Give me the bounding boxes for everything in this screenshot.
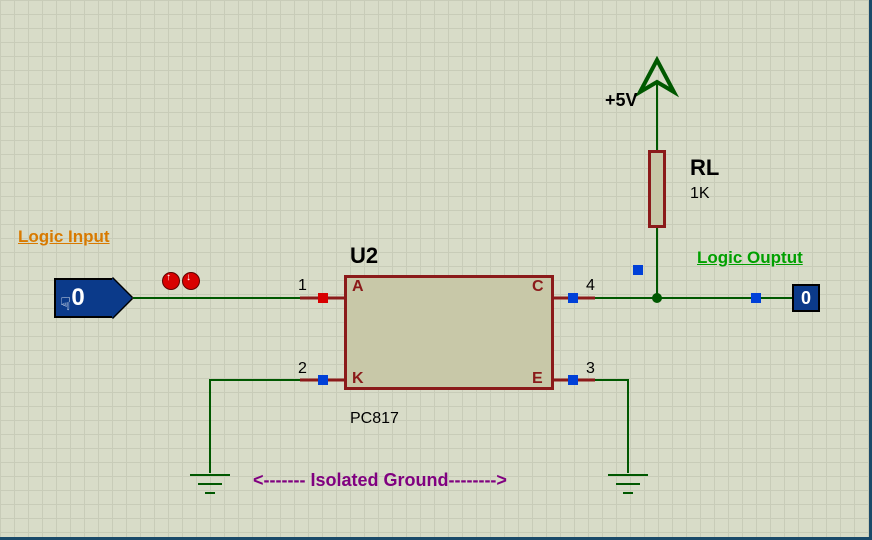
junction-node bbox=[652, 293, 662, 303]
pin-num-1: 1 bbox=[298, 277, 307, 295]
logic-source-value: 0 bbox=[71, 284, 84, 312]
logic-probe[interactable]: 0 bbox=[792, 284, 820, 312]
logic-source[interactable]: ☟ 0 bbox=[54, 278, 114, 318]
pin-state-marker bbox=[318, 293, 328, 303]
pin-num-2: 2 bbox=[298, 360, 307, 378]
schematic-canvas bbox=[0, 0, 872, 540]
pin-name-e: E bbox=[532, 370, 543, 388]
pin-state-marker bbox=[568, 375, 578, 385]
logic-input-label: Logic Input bbox=[18, 227, 110, 247]
pin-num-4: 4 bbox=[586, 277, 595, 295]
cursor-icon: ☟ bbox=[60, 294, 71, 315]
pin-name-a: A bbox=[352, 278, 364, 296]
refdes-label: U2 bbox=[350, 243, 378, 269]
logic-toggle-down[interactable]: ↓ bbox=[182, 272, 200, 290]
pin-state-marker bbox=[633, 265, 643, 275]
pin-state-marker bbox=[751, 293, 761, 303]
pin-state-marker bbox=[568, 293, 578, 303]
isolated-ground-label: <------- Isolated Ground--------> bbox=[253, 470, 507, 491]
resistor-name: RL bbox=[690, 155, 719, 181]
logic-output-label: Logic Ouptut bbox=[697, 248, 803, 268]
pin-name-c: C bbox=[532, 278, 544, 296]
vcc-label: +5V bbox=[605, 90, 638, 111]
pin-state-marker bbox=[318, 375, 328, 385]
opto-body[interactable] bbox=[344, 275, 554, 390]
resistor-body[interactable] bbox=[648, 150, 666, 228]
pin-num-3: 3 bbox=[586, 360, 595, 378]
ground-right bbox=[608, 475, 648, 493]
logic-toggle-up[interactable]: ↑ bbox=[162, 272, 180, 290]
ground-left bbox=[190, 475, 230, 493]
pin-name-k: K bbox=[352, 370, 364, 388]
logic-probe-value: 0 bbox=[801, 288, 811, 309]
part-label: PC817 bbox=[350, 410, 399, 428]
vcc-symbol bbox=[640, 60, 674, 118]
resistor-value: 1K bbox=[690, 185, 710, 203]
